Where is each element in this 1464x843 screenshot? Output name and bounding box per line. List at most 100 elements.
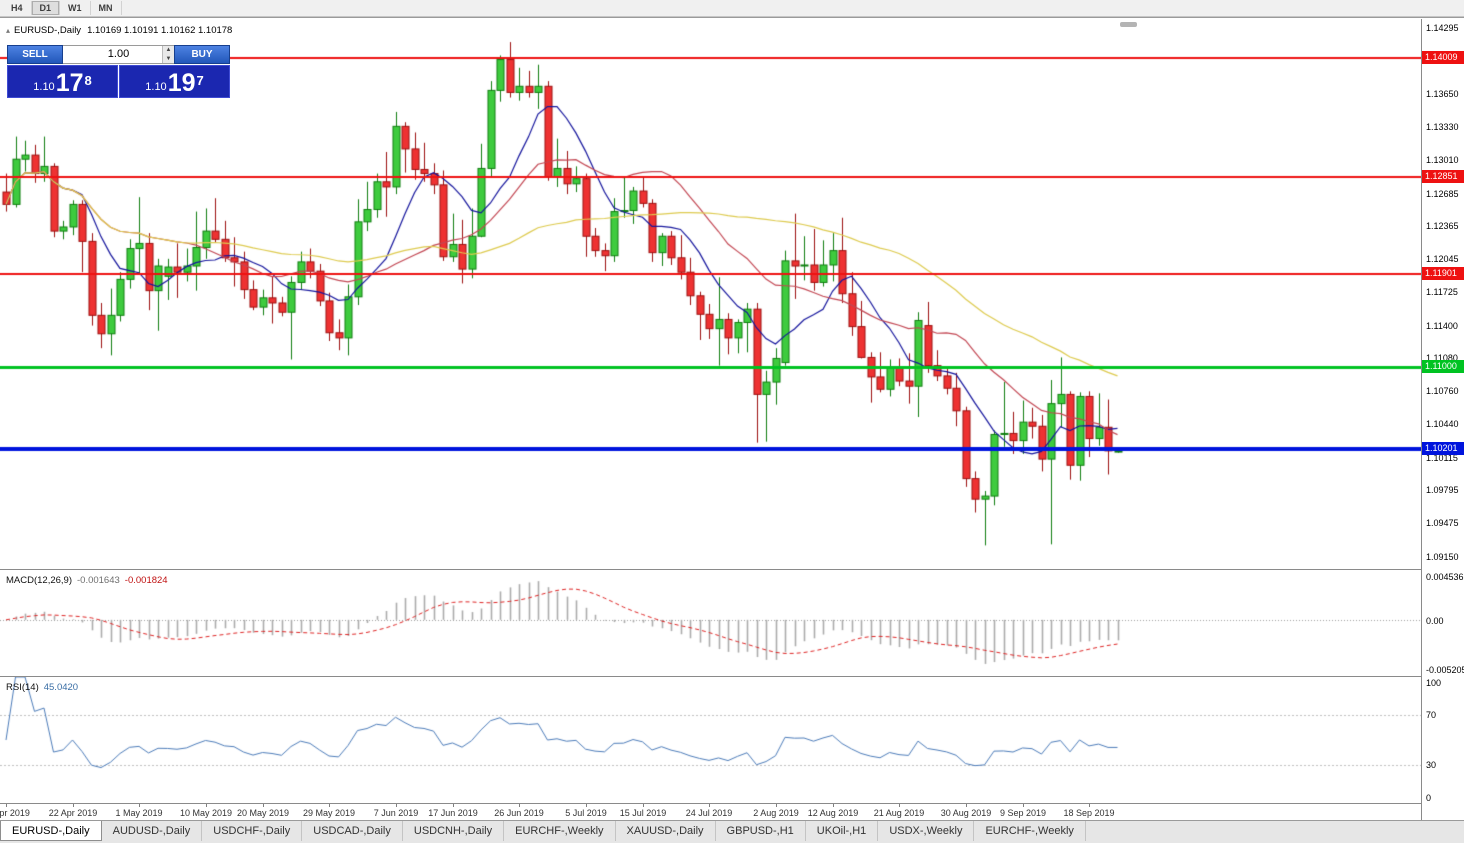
date-tick [1023,804,1024,807]
volume-field[interactable]: 1.00 ▲ ▼ [63,45,174,64]
price-axis-label: 1.09795 [1426,485,1459,495]
buy-price-display[interactable]: 1.10 19 7 [119,65,230,98]
macd-axis-min: -0.005205 [1426,665,1464,675]
macd-axis-max: 0.004536 [1426,572,1464,582]
date-tick [263,804,264,807]
date-axis-label: 26 Jun 2019 [494,808,544,818]
volume-down-icon[interactable]: ▼ [163,54,174,63]
rsi-value: 45.0420 [43,682,79,693]
price-axis[interactable]: 1.14295 1.13650 1.13330 1.13010 1.12685 1.123… [1421,19,1464,820]
volume-spinner: ▲ ▼ [162,46,174,63]
timeframe-button-d1[interactable]: D1 [31,1,61,15]
macd-value: -0.001643 [77,575,120,586]
date-axis-label: 18 Sep 2019 [1063,808,1115,818]
date-tick [329,804,330,807]
rsi-axis-label: 100 [1426,678,1442,688]
chart-tab-usdcad-daily[interactable]: USDCAD-,Daily [302,821,403,841]
chart-tab-xauusd-daily[interactable]: XAUUSD-,Daily [615,821,716,841]
chart-tab-bar: EURUSD-,Daily AUDUSD-,Daily USDCHF-,Daily U… [0,820,1464,843]
timeframe-button-mn[interactable]: MN [91,1,122,15]
date-tick [899,804,900,807]
sell-price-pip-digit: 8 [84,73,92,88]
one-click-trading-panel: SELL 1.00 ▲ ▼ BUY 1.10 17 8 1 [7,45,230,98]
date-tick [966,804,967,807]
macd-indicator-pane[interactable] [0,570,1421,676]
date-tick [833,804,834,807]
date-axis[interactable]: 11 Apr 2019 22 Apr 2019 1 May 2019 10 May 2… [0,804,1421,820]
sell-price-big-digits: 17 [55,69,84,97]
pane-divider[interactable] [0,569,1464,570]
rsi-axis-label: 70 [1426,710,1437,720]
date-tick [709,804,710,807]
date-axis-label: 24 Jul 2019 [685,808,733,818]
date-axis-label: 1 May 2019 [115,808,163,818]
date-tick [643,804,644,807]
volume-value: 1.00 [107,48,130,60]
date-tick [206,804,207,807]
price-axis-label: 1.12045 [1426,254,1459,264]
price-axis-label: 1.12685 [1426,189,1459,199]
date-axis-label: 10 May 2019 [179,808,233,818]
rsi-axis-label: 30 [1426,760,1437,770]
chart-tab-ukoil-h1[interactable]: UKOil-,H1 [805,821,879,841]
buy-price-pip-digit: 7 [196,73,204,88]
date-tick [139,804,140,807]
price-axis-label: 1.09475 [1426,518,1459,528]
date-tick [519,804,520,807]
date-tick [1089,804,1090,807]
date-axis-label: 29 May 2019 [302,808,356,818]
price-axis-badge: 1.12851 [1422,170,1464,183]
price-axis-badge: 1.11000 [1422,360,1464,373]
date-axis-label: 7 Jun 2019 [373,808,419,818]
rsi-axis-label: 0 [1426,793,1432,803]
date-axis-label: 11 Apr 2019 [0,808,30,818]
chart-tab-usdcnh-daily[interactable]: USDCNH-,Daily [402,821,505,841]
buy-button[interactable]: BUY [174,45,230,64]
timeframe-button-h4[interactable]: H4 [3,1,32,15]
date-axis-label: 2 Aug 2019 [753,808,799,818]
macd-axis-zero: 0.00 [1426,616,1444,626]
chart-tab-gbpusd-h1[interactable]: GBPUSD-,H1 [715,821,806,841]
rsi-indicator-pane[interactable] [0,677,1421,803]
chart-tab-eurchf-weekly[interactable]: EURCHF-,Weekly [504,821,616,841]
main-price-chart[interactable] [0,19,1421,569]
date-tick [586,804,587,807]
price-axis-label: 1.10115 [1426,453,1458,463]
chart-title: ▴ EURUSD-,Daily 1.10169 1.10191 1.10162 1.… [6,25,232,36]
buy-price-prefix: 1.10 [145,81,167,93]
timeframe-toolbar: H4 D1 W1 MN [0,0,1464,17]
date-axis-label: 30 Aug 2019 [940,808,992,818]
chart-scrollbar-thumb[interactable] [1120,22,1137,27]
date-axis-label: 12 Aug 2019 [807,808,859,818]
date-tick [396,804,397,807]
chart-symbol-timeframe: EURUSD-,Daily [14,25,82,36]
price-axis-label: 1.13010 [1426,155,1459,165]
price-axis-label: 1.11080 [1426,353,1458,363]
chart-tab-eurusd-daily[interactable]: EURUSD-,Daily [0,821,102,841]
date-axis-label: 15 Jul 2019 [619,808,667,818]
trade-panel-collapse-icon[interactable]: ▴ [6,26,11,35]
price-axis-label: 1.11725 [1426,287,1458,297]
volume-up-icon[interactable]: ▲ [163,46,174,55]
pane-divider [0,803,1464,804]
price-axis-label: 1.10440 [1426,419,1459,429]
chart-tab-usdchf-daily[interactable]: USDCHF-,Daily [202,821,303,841]
chart-window: ▴ EURUSD-,Daily 1.10169 1.10191 1.10162 1.… [0,17,1464,820]
timeframe-buttons: H4 D1 W1 MN [3,1,122,15]
date-axis-label: 5 Jul 2019 [565,808,607,818]
date-axis-label: 20 May 2019 [236,808,290,818]
date-tick [776,804,777,807]
chart-tab-usdx-weekly[interactable]: USDX-,Weekly [878,821,975,841]
rsi-name: RSI(14) [6,682,39,693]
date-tick [73,804,74,807]
pane-divider[interactable] [0,676,1464,677]
chart-tab-audusd-daily[interactable]: AUDUSD-,Daily [101,821,203,841]
chart-ohlc-values: 1.10169 1.10191 1.10162 1.10178 [87,25,233,36]
sell-button[interactable]: SELL [7,45,63,64]
chart-tab-eurchf-weekly[interactable]: EURCHF-,Weekly [974,821,1086,841]
sell-price-prefix: 1.10 [33,81,55,93]
macd-signal-value: -0.001824 [124,575,168,586]
timeframe-button-w1[interactable]: W1 [60,1,91,15]
sell-price-display[interactable]: 1.10 17 8 [7,65,118,98]
price-axis-badge: 1.14009 [1422,51,1464,64]
